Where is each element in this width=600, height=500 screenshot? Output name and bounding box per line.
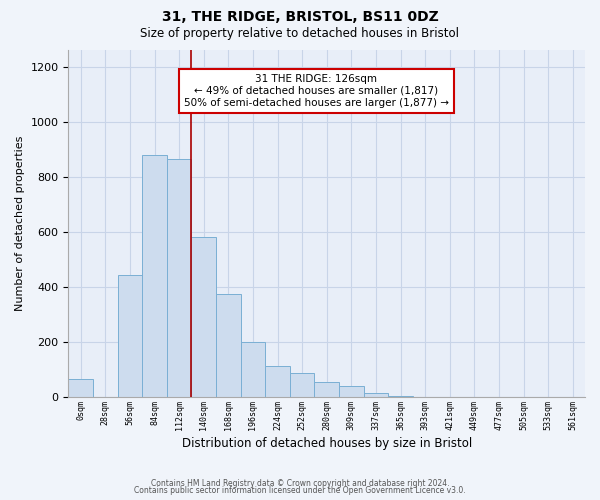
Bar	[118, 274, 142, 398]
Text: Contains public sector information licensed under the Open Government Licence v3: Contains public sector information licen…	[134, 486, 466, 495]
X-axis label: Distribution of detached houses by size in Bristol: Distribution of detached houses by size …	[182, 437, 472, 450]
Bar	[68, 380, 93, 398]
Y-axis label: Number of detached properties: Number of detached properties	[15, 136, 25, 312]
Bar	[364, 393, 388, 398]
Bar	[265, 366, 290, 398]
Bar	[339, 386, 364, 398]
Bar	[314, 382, 339, 398]
Text: Contains HM Land Registry data © Crown copyright and database right 2024.: Contains HM Land Registry data © Crown c…	[151, 478, 449, 488]
Bar	[388, 396, 413, 398]
Text: 31, THE RIDGE, BRISTOL, BS11 0DZ: 31, THE RIDGE, BRISTOL, BS11 0DZ	[161, 10, 439, 24]
Text: 31 THE RIDGE: 126sqm
← 49% of detached houses are smaller (1,817)
50% of semi-de: 31 THE RIDGE: 126sqm ← 49% of detached h…	[184, 74, 449, 108]
Bar	[413, 396, 437, 398]
Bar	[142, 154, 167, 398]
Text: Size of property relative to detached houses in Bristol: Size of property relative to detached ho…	[140, 28, 460, 40]
Bar	[290, 373, 314, 398]
Bar	[241, 342, 265, 398]
Bar	[191, 238, 216, 398]
Bar	[216, 294, 241, 398]
Bar	[167, 159, 191, 398]
